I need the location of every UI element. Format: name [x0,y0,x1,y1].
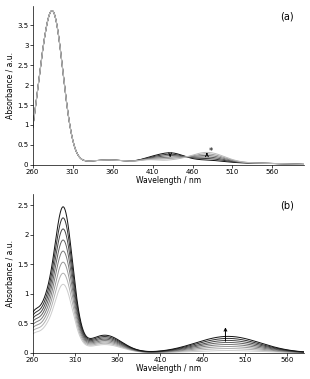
Text: (a): (a) [280,12,294,22]
X-axis label: Wavelength / nm: Wavelength / nm [136,365,201,373]
Y-axis label: Absorbance / a.u.: Absorbance / a.u. [6,240,15,307]
Text: (b): (b) [280,200,294,210]
Text: *: * [209,147,213,156]
X-axis label: Wavelength / nm: Wavelength / nm [136,176,201,185]
Y-axis label: Absorbance / a.u.: Absorbance / a.u. [6,52,15,119]
